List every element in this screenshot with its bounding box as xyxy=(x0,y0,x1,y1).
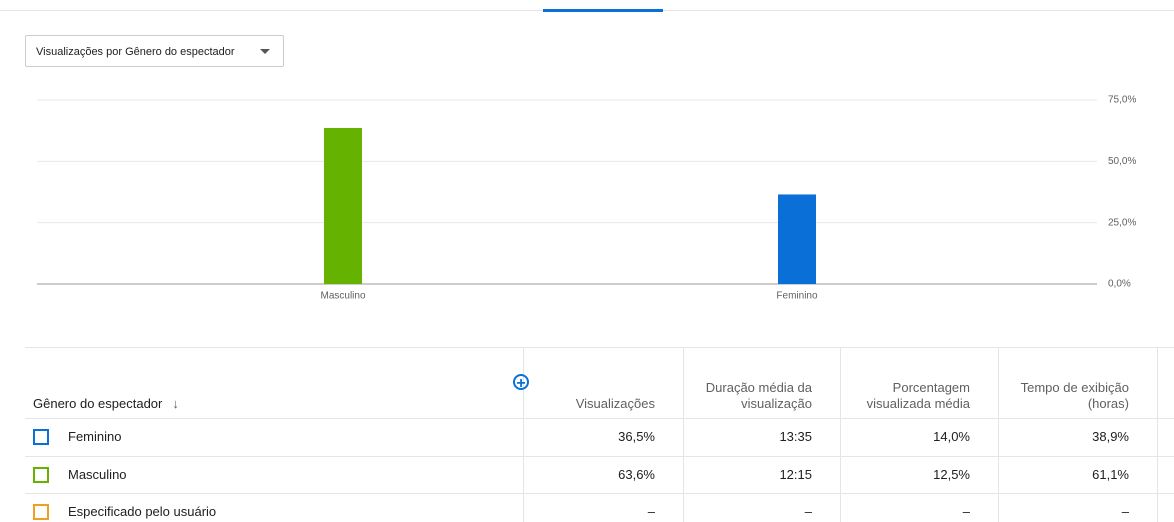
x-tick-label: Feminino xyxy=(776,291,818,302)
column-divider xyxy=(523,347,524,522)
y-tick-label: 25,0% xyxy=(1108,217,1136,228)
add-metric-button[interactable]: + xyxy=(513,374,529,392)
cell-value: 61,1% xyxy=(1092,466,1129,482)
column-header: Tempo de exibição (horas) xyxy=(1020,380,1129,411)
row-checkbox[interactable] xyxy=(33,429,49,445)
column-header: Visualizações xyxy=(575,396,655,411)
table-header-line xyxy=(25,418,1174,419)
x-tick-label: Masculino xyxy=(320,291,365,302)
dropdown-label: Visualizações por Gênero do espectador xyxy=(36,46,235,58)
row-label: Feminino xyxy=(68,429,122,444)
column-divider xyxy=(683,347,684,522)
column-divider xyxy=(840,347,841,522)
cell-value: – xyxy=(1121,504,1129,519)
row-label: Especificado pelo usuário xyxy=(68,504,217,519)
bar xyxy=(324,127,362,284)
y-tick-label: 75,0% xyxy=(1108,95,1136,106)
cell-value: – xyxy=(647,504,655,519)
column-divider xyxy=(998,347,999,522)
row-line xyxy=(25,493,1174,494)
row-checkbox[interactable] xyxy=(33,466,49,483)
column-divider xyxy=(1157,347,1158,522)
table-top-line xyxy=(25,347,1174,348)
cell-value: 36,5% xyxy=(618,429,655,444)
sort-arrow[interactable]: ↓ xyxy=(172,396,179,411)
cell-value: 12:15 xyxy=(779,466,812,482)
row-checkbox[interactable] xyxy=(33,504,49,520)
cell-value: 13:35 xyxy=(779,429,812,444)
y-tick-label: 0,0% xyxy=(1108,279,1131,290)
cell-value: 63,6% xyxy=(618,466,655,482)
cell-value: 14,0% xyxy=(933,429,970,444)
column-header[interactable]: Gênero do espectador ↓ xyxy=(33,396,179,411)
cell-value: 12,5% xyxy=(933,466,970,482)
cell-value: 38,9% xyxy=(1092,429,1129,444)
bar xyxy=(778,194,816,284)
cell-value: – xyxy=(962,504,970,519)
cell-value: – xyxy=(804,504,812,519)
chart: 0,0% 25,0% 50,0% 75,0% Masculino Feminino xyxy=(37,95,1136,302)
y-tick-label: 50,0% xyxy=(1108,156,1136,167)
row-line xyxy=(25,455,1174,457)
column-header: Duração média da visualização xyxy=(705,380,812,411)
metric-dropdown[interactable]: Visualizações por Gênero do espectador xyxy=(25,35,284,67)
dropdown-caret xyxy=(260,49,270,54)
row-label: Masculino xyxy=(68,466,127,482)
active-tab-indicator[interactable] xyxy=(543,9,663,12)
column-header: Porcentagem visualizada média xyxy=(866,380,970,411)
